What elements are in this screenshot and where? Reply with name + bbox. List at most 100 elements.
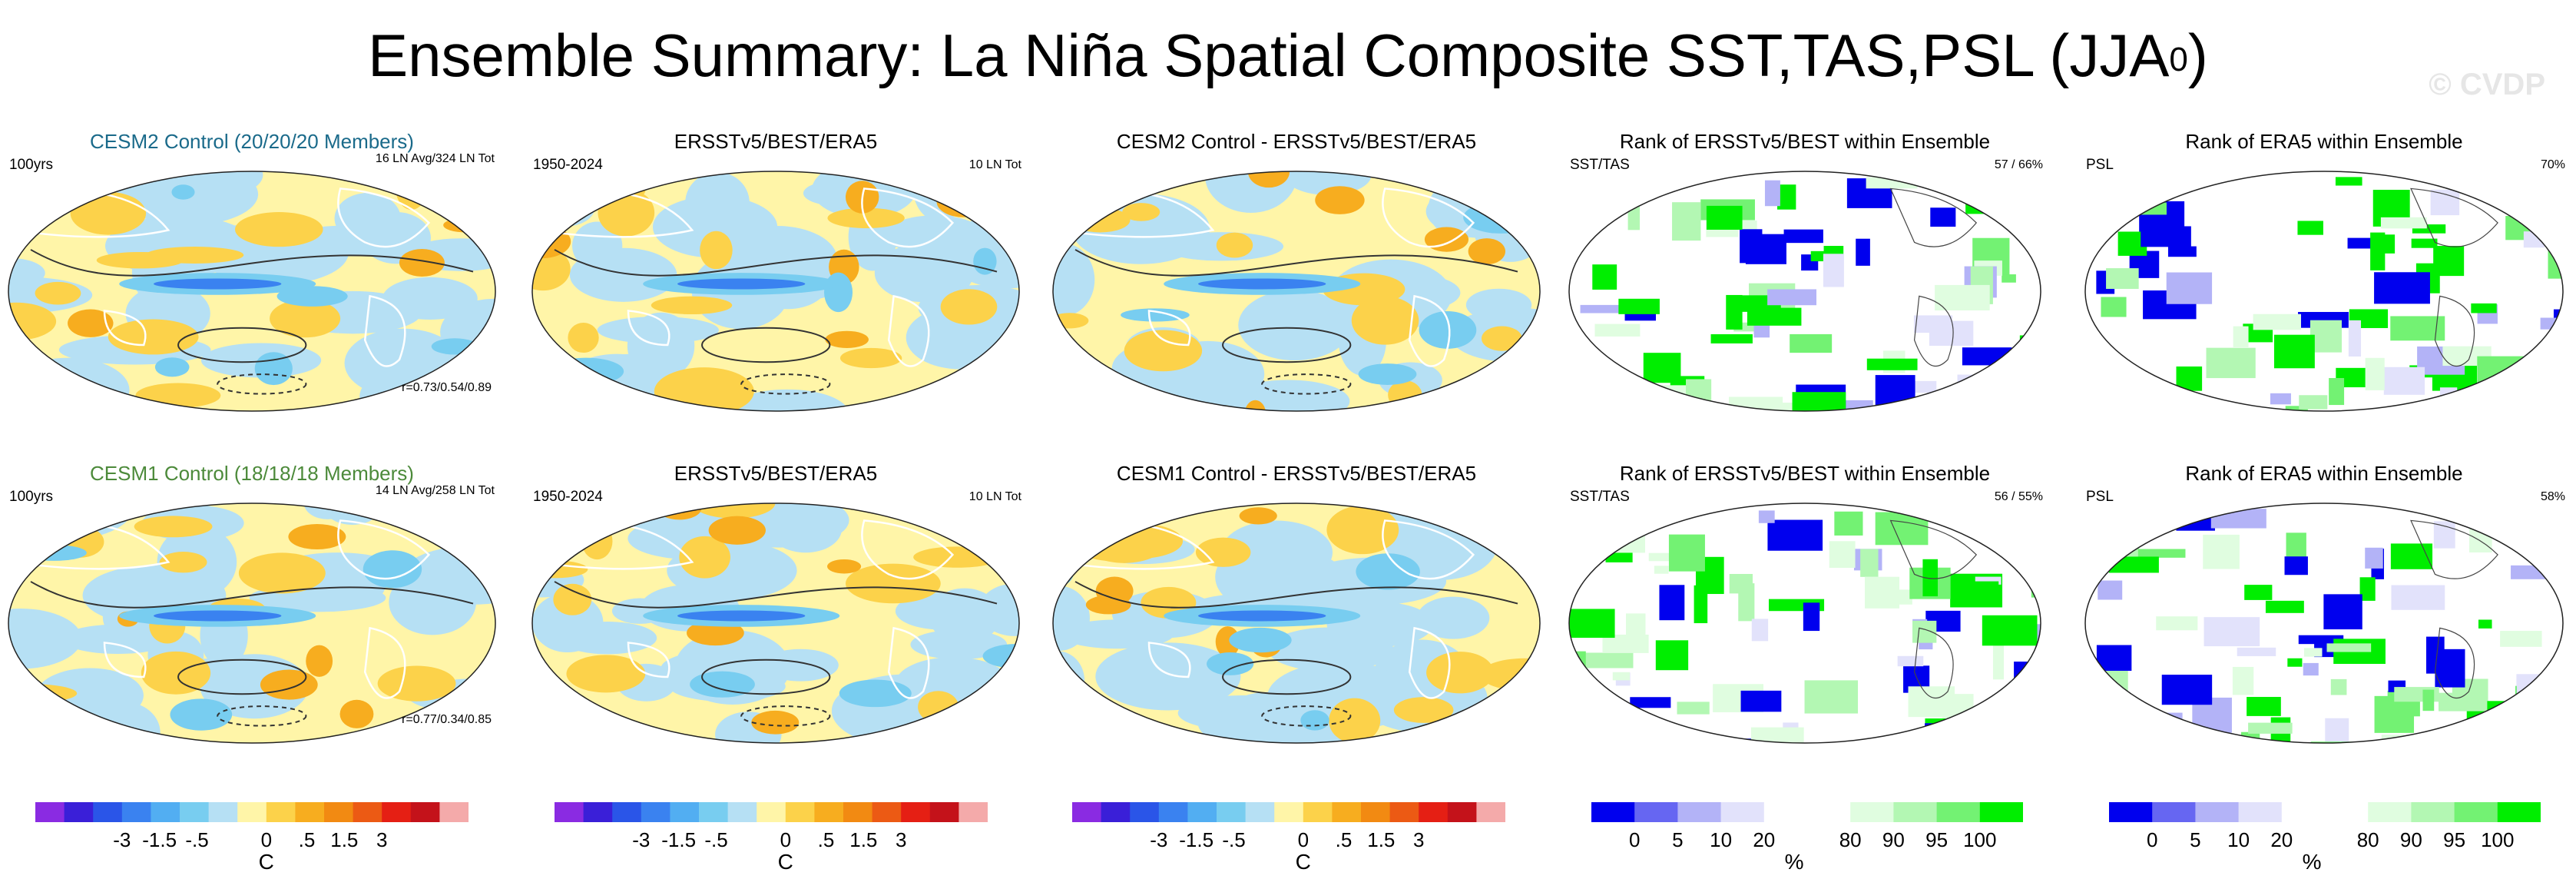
colorbar-tick-label: -3 [1150, 828, 1168, 851]
rank-cell-block [1579, 652, 1634, 668]
rank-map [1568, 171, 2041, 412]
figure-title-close: ) [2187, 22, 2208, 89]
anomaly-blob [827, 207, 905, 229]
map-border [1052, 171, 1541, 412]
coastline [103, 642, 147, 678]
rank-cell-block [2330, 678, 2347, 695]
psl-contour [701, 327, 831, 363]
panel-period: 100yrs [9, 489, 54, 505]
anomaly-blob [467, 401, 488, 411]
rank-cell-block [1942, 694, 1974, 728]
colorbar-swatch [2152, 802, 2196, 822]
psl-contour [1222, 327, 1352, 363]
rank-cell-block [1945, 171, 1997, 187]
rank-cell-block [1757, 403, 1796, 411]
anomaly-blob [825, 330, 869, 349]
psl-contour [30, 581, 474, 609]
anomaly-blob [1053, 585, 1090, 652]
anomaly-blob [572, 221, 623, 270]
rank-cell-block [1659, 585, 1685, 621]
colorbar-unit: C [258, 850, 274, 874]
anomaly-blob [1244, 400, 1266, 411]
rank-cell-block [1991, 384, 2023, 408]
anomaly-blob [1207, 652, 1254, 675]
anomaly-map [8, 503, 496, 744]
rank-cell-block [2035, 624, 2041, 649]
map-border [8, 503, 496, 744]
rank-cell-block [1783, 229, 1823, 244]
rank-cell-block [2365, 357, 2385, 390]
panel-period: 100yrs [9, 157, 54, 173]
rank-cell-block [2265, 600, 2304, 613]
colorbar-tick-label: 10 [1710, 828, 1733, 851]
rank-cell-block [2012, 350, 2041, 369]
colorbar-tick-label: 3 [895, 828, 907, 851]
anomaly-blob [1121, 308, 1190, 322]
rank-cell-block [2253, 313, 2301, 330]
anomaly-blob [541, 171, 598, 212]
colorbar-anomaly-3: -3 -1.5 -.5 0 .5 1.5 3 C [1072, 802, 1505, 879]
rank-cell-block [2303, 648, 2323, 657]
map-field [1569, 171, 2041, 411]
colorbar-swatch [324, 802, 354, 822]
colorbar-swatch [612, 802, 642, 822]
anomaly-blob [473, 503, 495, 518]
colorbar-swatch [151, 802, 180, 822]
colorbar-swatch [2109, 802, 2153, 822]
colorbar-swatch [727, 802, 757, 822]
rank-cell-block [1968, 409, 1999, 411]
rank-cell-block [2002, 274, 2016, 283]
anomaly-blob [1216, 232, 1253, 258]
anomaly-blob [751, 710, 800, 735]
colorbar-swatch [410, 802, 440, 822]
colorbar-swatch [814, 802, 844, 822]
rank-cell-block [1803, 602, 1820, 632]
anomaly-blob [238, 552, 326, 594]
rank-cell-block [2504, 714, 2521, 734]
rank-cell-block [2471, 303, 2497, 313]
colorbar-tick-label: 90 [2399, 828, 2422, 851]
anomaly-blob [70, 191, 147, 235]
rank-cell-block [1764, 180, 1780, 207]
rank-cell-block [2439, 387, 2458, 402]
anomaly-blob [108, 319, 199, 355]
anomaly-blob [945, 171, 1016, 199]
anomaly-blob [1468, 238, 1505, 265]
colorbar-tick-label: 100 [1963, 828, 1997, 851]
anomaly-blob [708, 516, 766, 545]
colorbar-tick-label: 20 [1753, 828, 1776, 851]
anomaly-blob [952, 513, 974, 530]
anomaly-blob [1234, 689, 1353, 743]
anomaly-blob [1124, 330, 1203, 372]
map-field [2085, 503, 2563, 743]
coastline [2410, 519, 2498, 579]
map-border [531, 171, 1020, 412]
rank-cell-block [2156, 616, 2198, 631]
rank-cell-block [2134, 171, 2191, 185]
rank-cell-block [2329, 378, 2345, 406]
rank-cell-block [1672, 202, 1701, 241]
rank-cell-block [1922, 559, 1939, 597]
colorbar-swatch [555, 802, 584, 822]
map-field [8, 503, 495, 743]
map-field [2085, 171, 2563, 411]
anomaly-blob [1226, 380, 1350, 411]
rank-cell-block [2422, 689, 2435, 712]
rank-cell-block [2549, 182, 2563, 191]
rank-cell-block [1804, 680, 1859, 714]
anomaly-blob [377, 665, 456, 702]
rank-cell-block [1584, 385, 1639, 411]
anomaly-blob [540, 723, 594, 743]
colorbar-tick-label: 0 [2146, 828, 2158, 851]
colorbar-tick-label: 95 [2443, 828, 2466, 851]
colorbar-tick-label: -1.5 [142, 828, 177, 851]
rank-cell-block [2561, 382, 2563, 391]
rank-cell-block [2411, 238, 2438, 248]
rank-cell-block [1990, 200, 2005, 210]
colorbar-swatch [1720, 802, 1765, 822]
anomaly-blob [1238, 290, 1353, 361]
rank-cell-block [1777, 184, 1796, 210]
anomaly-blob [679, 536, 730, 579]
colorbar-tick-label: .5 [817, 828, 835, 851]
colorbar-swatch [1634, 802, 1678, 822]
